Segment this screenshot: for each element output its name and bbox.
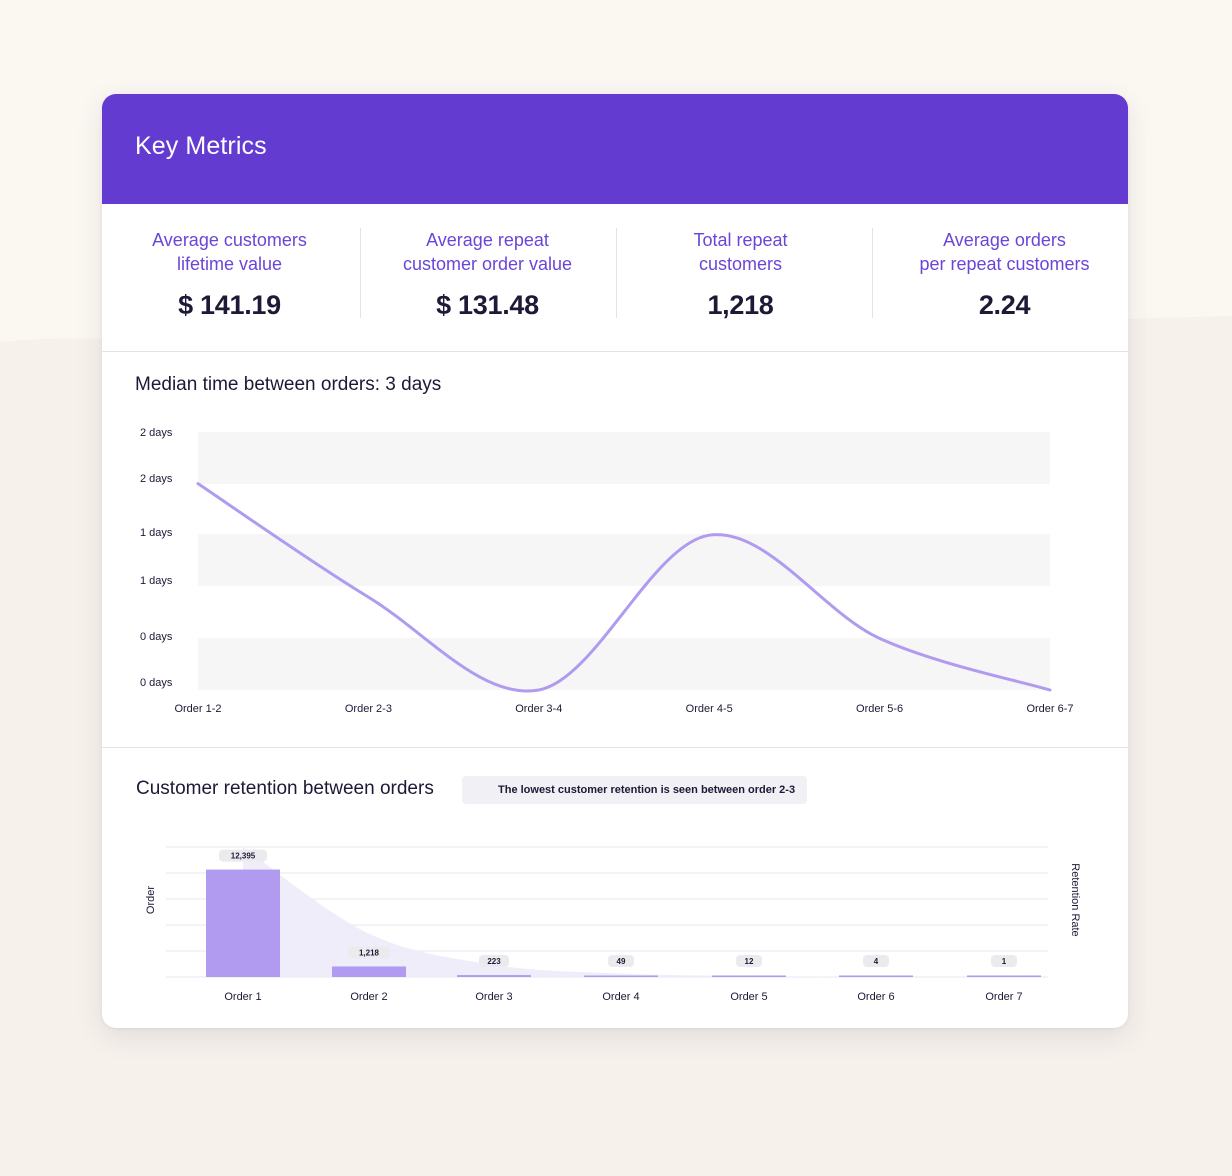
card-title: Key Metrics bbox=[135, 132, 267, 160]
metric-divider bbox=[360, 228, 361, 318]
metric-value: $ 131.48 bbox=[436, 290, 539, 320]
x-tick-label: Order 2-3 bbox=[345, 703, 392, 715]
metric-lifetime-value: Average customers lifetime value $ 141.1… bbox=[102, 228, 357, 320]
x-tick-label: Order 2 bbox=[350, 991, 387, 1003]
x-tick-label: Order 3-4 bbox=[515, 703, 562, 715]
charts-canvas: 0 days 0 days 1 days 1 days 2 days 2 days Orde… bbox=[140, 427, 1081, 1003]
value-label: 223 bbox=[487, 957, 501, 966]
retention-bar bbox=[206, 869, 280, 977]
value-pill bbox=[991, 955, 1017, 967]
y-tick-label: 2 days bbox=[140, 473, 173, 485]
value-label: 12,395 bbox=[231, 852, 256, 861]
value-pill bbox=[608, 955, 634, 967]
retention-chart-title: Customer retention between orders bbox=[136, 778, 434, 799]
retention-bar bbox=[332, 966, 406, 977]
metric-value: 1,218 bbox=[707, 290, 774, 320]
value-label: 49 bbox=[617, 957, 626, 966]
x-tick-label: Order 3 bbox=[475, 991, 512, 1003]
x-tick-label: Order 7 bbox=[985, 991, 1022, 1003]
value-label: 1 bbox=[1002, 957, 1007, 966]
x-tick-label: Order 6-7 bbox=[1026, 703, 1073, 715]
retention-bar bbox=[967, 975, 1041, 977]
metric-value: 2.24 bbox=[978, 290, 1031, 320]
metric-repeat-order-value: Average repeat customer order value $ 13… bbox=[360, 228, 615, 320]
metric-total-repeat-customers: Total repeat customers 1,218 bbox=[613, 228, 868, 320]
x-tick-label: Order 6 bbox=[857, 991, 894, 1003]
retention-bar bbox=[457, 975, 531, 977]
metric-label: Average repeat customer order value bbox=[402, 230, 573, 274]
key-metrics-card: Key Metrics Average customers lifetime v… bbox=[102, 94, 1128, 1028]
x-tick-label: Order 1-2 bbox=[174, 703, 221, 715]
retention-bar bbox=[584, 975, 658, 977]
x-tick-label: Order 4-5 bbox=[686, 703, 733, 715]
metric-divider bbox=[872, 228, 873, 318]
y-tick-label: 1 days bbox=[140, 527, 173, 539]
median-chart-title: Median time between orders: 3 days bbox=[135, 374, 442, 395]
retention-rate-area bbox=[243, 847, 1004, 977]
value-label: 4 bbox=[874, 957, 879, 966]
x-tick-label: Order 5 bbox=[730, 991, 767, 1003]
value-pill bbox=[736, 955, 762, 967]
value-label: 12 bbox=[745, 957, 754, 966]
y-axis-title: Order bbox=[145, 886, 157, 914]
y-tick-label: 2 days bbox=[140, 427, 173, 439]
metric-label: Average orders per repeat customers bbox=[919, 230, 1090, 274]
value-pill bbox=[219, 849, 267, 862]
section-divider bbox=[102, 351, 1128, 352]
metric-value: $ 141.19 bbox=[178, 290, 281, 320]
metric-divider bbox=[616, 228, 617, 318]
value-pill bbox=[479, 955, 509, 967]
chart-band bbox=[198, 534, 1050, 586]
y-tick-label: 1 days bbox=[140, 575, 173, 587]
x-tick-label: Order 4 bbox=[602, 991, 639, 1003]
y2-axis-title: Retention Rate bbox=[1069, 863, 1081, 936]
value-label: 1,218 bbox=[359, 948, 380, 957]
x-tick-label: Order 5-6 bbox=[856, 703, 903, 715]
section-divider bbox=[102, 747, 1128, 748]
retention-bar bbox=[712, 975, 786, 977]
value-pill bbox=[348, 946, 390, 959]
metric-label: Average customers lifetime value bbox=[152, 230, 307, 274]
median-time-line bbox=[196, 482, 1052, 693]
y-tick-label: 0 days bbox=[140, 631, 173, 643]
retention-bar bbox=[839, 975, 913, 977]
y-tick-label: 0 days bbox=[140, 677, 173, 689]
metric-label: Total repeat customers bbox=[693, 230, 788, 274]
x-tick-label: Order 1 bbox=[224, 991, 261, 1003]
metric-avg-orders: Average orders per repeat customers 2.24 bbox=[877, 228, 1128, 320]
chart-band bbox=[198, 432, 1050, 484]
value-pill bbox=[863, 955, 889, 967]
card-header: Key Metrics bbox=[102, 94, 1128, 204]
metrics-row: Average customers lifetime value $ 141.1… bbox=[102, 204, 1128, 350]
retention-insight-callout: The lowest customer retention is seen be… bbox=[462, 776, 808, 804]
chart-band bbox=[198, 638, 1050, 690]
